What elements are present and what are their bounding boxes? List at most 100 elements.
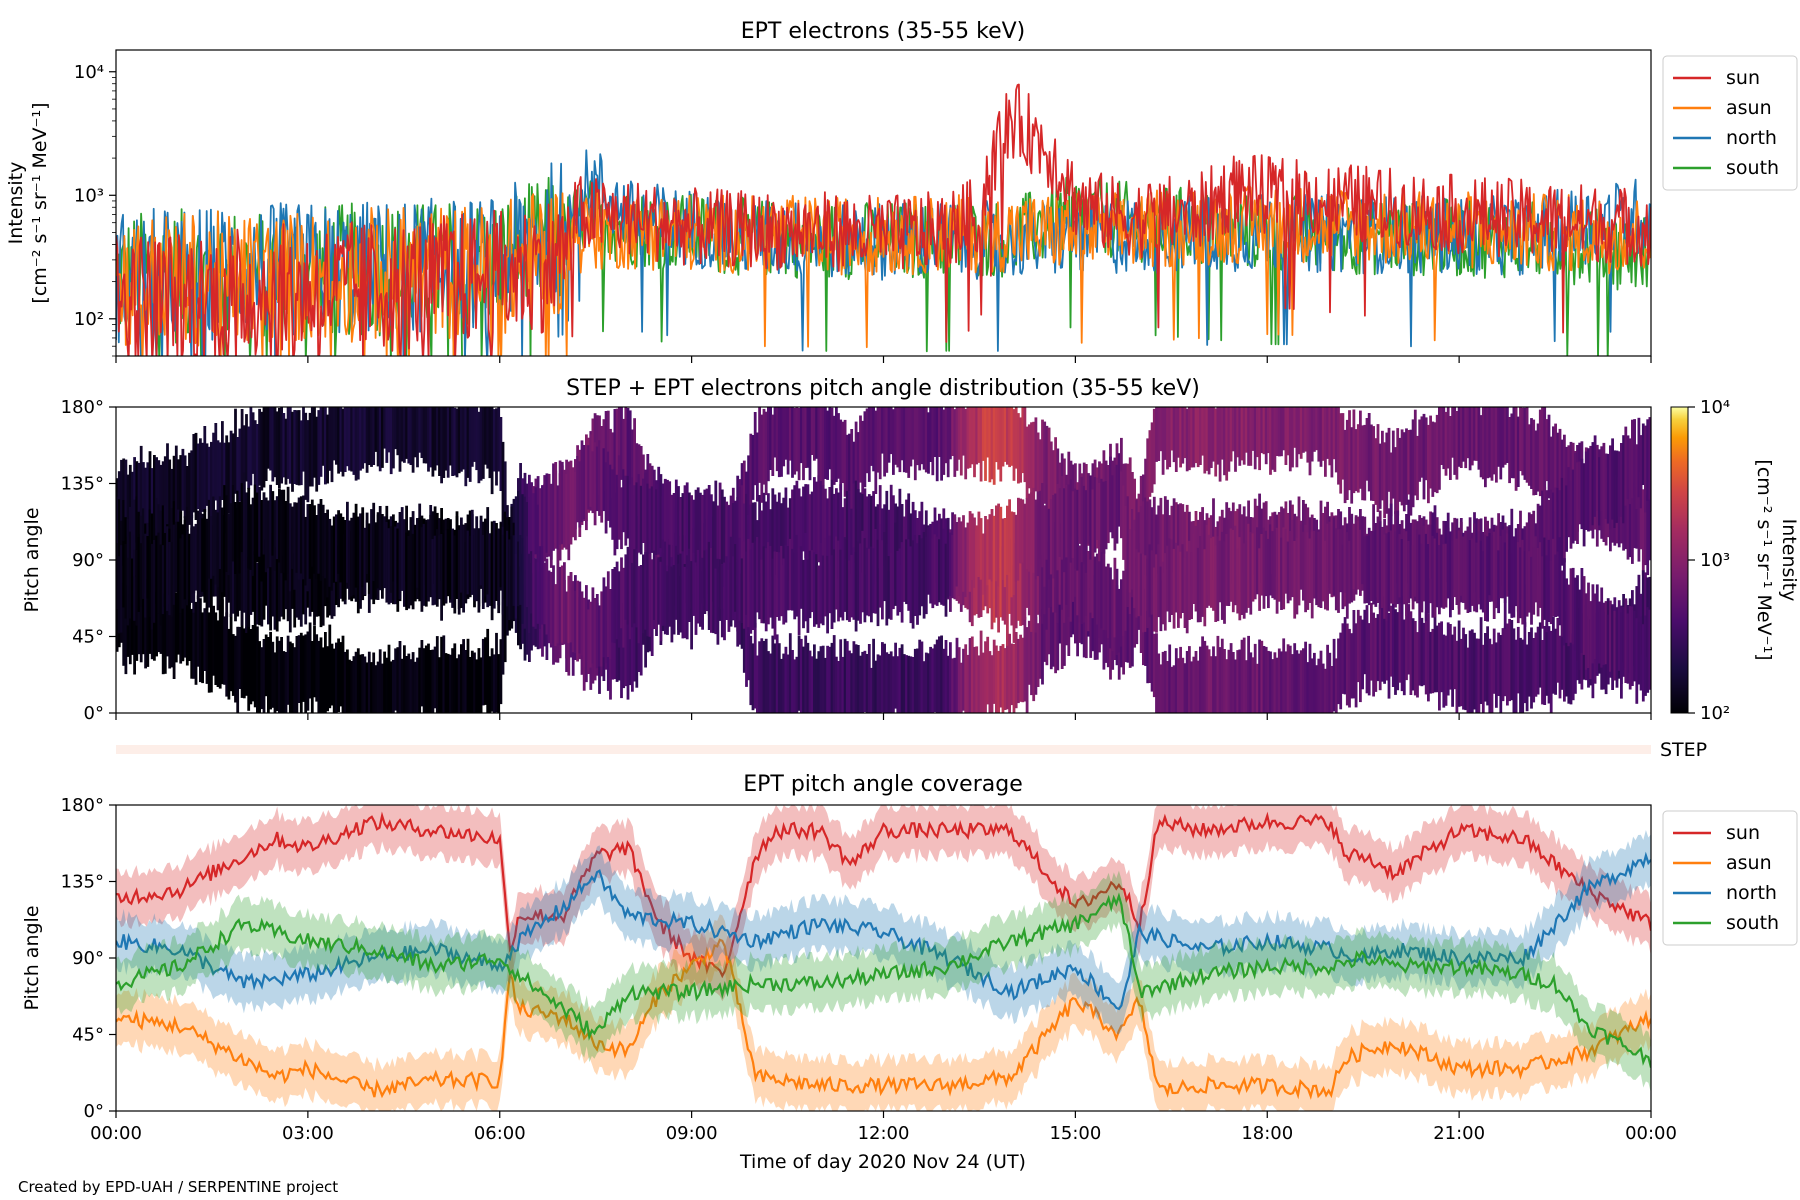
- heatmap-cell: [1286, 644, 1290, 713]
- heatmap-cell: [1606, 614, 1610, 685]
- heatmap-cell: [166, 585, 169, 657]
- heatmap-cell: [916, 407, 919, 466]
- heatmap-cell: [1098, 549, 1101, 638]
- heatmap-cell: [1363, 609, 1367, 675]
- heatmap-cell: [1376, 614, 1380, 682]
- heatmap-cell: [1019, 417, 1022, 483]
- heatmap-cell: [370, 407, 373, 467]
- heatmap-cell: [168, 459, 172, 543]
- heatmap-cell: [1076, 489, 1079, 571]
- heatmap-cell: [370, 509, 373, 574]
- heatmap-cell: [1188, 540, 1191, 620]
- heatmap-cell: [177, 592, 180, 655]
- heatmap-cell: [525, 536, 529, 607]
- heatmap-cell: [433, 535, 437, 605]
- heatmap-cell: [238, 626, 242, 689]
- heatmap-cell: [523, 496, 527, 561]
- heatmap-cell: [1541, 407, 1544, 491]
- heatmap-cell: [1019, 563, 1022, 626]
- heatmap-cell: [747, 607, 750, 681]
- heatmap-cell: [1508, 549, 1511, 614]
- heatmap-cell: [1442, 544, 1446, 609]
- legend-label-north: north: [1726, 882, 1777, 904]
- heatmap-cell: [392, 514, 395, 582]
- heatmap-cell: [1201, 540, 1204, 617]
- heatmap-cell: [1576, 575, 1579, 661]
- heatmap-cell: [168, 542, 172, 616]
- heatmap-cell: [214, 612, 218, 685]
- heatmap-cell: [238, 537, 242, 611]
- heatmap-cell: [931, 538, 935, 600]
- heatmap-cell: [694, 489, 698, 556]
- heatmap-cell: [600, 591, 604, 667]
- heatmap-cell: [1302, 648, 1305, 713]
- heatmap-cell: [729, 536, 733, 621]
- heatmap-cell: [907, 655, 911, 713]
- heatmap-cell: [1635, 444, 1639, 510]
- heatmap-cell: [1199, 407, 1202, 465]
- heatmap-cell: [828, 535, 832, 614]
- heatmap-cell: [273, 652, 277, 713]
- heatmap-cell: [1065, 582, 1068, 646]
- heatmap-cell: [1381, 528, 1384, 608]
- heatmap-cell: [1010, 643, 1014, 706]
- heatmap-cell: [374, 525, 378, 600]
- heatmap-cell: [881, 407, 884, 454]
- heatmap-cell: [1043, 598, 1047, 662]
- heatmap-cell: [479, 520, 483, 586]
- heatmap-cell: [1389, 530, 1393, 604]
- heatmap-cell: [587, 609, 590, 674]
- heatmap-cell: [1041, 483, 1044, 568]
- heatmap-cell: [258, 550, 261, 626]
- heatmap-cell: [126, 557, 130, 626]
- heatmap-cell: [1139, 506, 1143, 576]
- heatmap-cell: [1152, 567, 1156, 632]
- heatmap-cell: [398, 512, 402, 600]
- heatmap-cell: [1288, 407, 1292, 472]
- heatmap-cell: [1223, 541, 1226, 624]
- heatmap-cell: [1411, 618, 1415, 691]
- heatmap-cell: [236, 626, 240, 713]
- heatmap-cell: [519, 535, 522, 605]
- heatmap-cell: [806, 642, 810, 713]
- heatmap-cell: [791, 650, 794, 713]
- heatmap-cell: [326, 646, 329, 712]
- heatmap-cell: [1370, 602, 1373, 681]
- heatmap-cell: [1525, 407, 1529, 483]
- heatmap-cell: [626, 620, 630, 700]
- heatmap-cell: [1418, 601, 1422, 686]
- heatmap-cell: [363, 656, 367, 713]
- heatmap-cell: [427, 407, 430, 472]
- heatmap-cell: [341, 516, 345, 602]
- heatmap-cell: [304, 516, 308, 586]
- coverage-line-asun: [116, 938, 1651, 1100]
- heatmap-cell: [1229, 643, 1233, 713]
- heatmap-cell: [582, 445, 586, 520]
- heatmap-cell: [1146, 501, 1150, 576]
- heatmap-cell: [1348, 628, 1351, 708]
- heatmap-cell: [1161, 514, 1165, 581]
- heatmap-cell: [1240, 639, 1244, 713]
- heatmap-cell: [1058, 539, 1062, 605]
- heatmap-cell: [1122, 609, 1125, 675]
- heatmap-cell: [427, 643, 430, 713]
- heatmap-cell: [1457, 407, 1461, 467]
- heatmap-cell: [633, 607, 636, 682]
- heatmap-cell: [264, 539, 268, 606]
- heatmap-cell: [999, 547, 1003, 618]
- heatmap-cell: [1078, 480, 1082, 544]
- heatmap-cell: [1552, 426, 1555, 505]
- heatmap-cell: [1449, 416, 1452, 480]
- heatmap-cell: [1453, 626, 1457, 690]
- heatmap-cell: [1435, 532, 1439, 608]
- heatmap-cell: [727, 506, 731, 586]
- heatmap-cell: [1563, 434, 1566, 500]
- heatmap-cell: [635, 607, 639, 688]
- heatmap-cell: [1620, 612, 1623, 699]
- heatmap-cell: [1120, 471, 1123, 539]
- heatmap-cell: [363, 407, 367, 464]
- heatmap-cell: [661, 539, 665, 626]
- heatmap-cell: [486, 507, 490, 595]
- heatmap-cell: [867, 548, 871, 617]
- heatmap-cell: [166, 443, 169, 527]
